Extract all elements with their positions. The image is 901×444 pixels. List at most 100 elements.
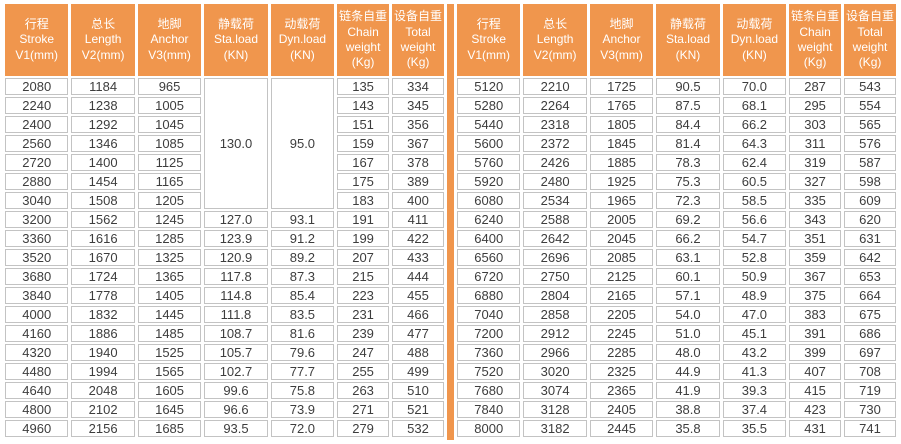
table-cell: 175 xyxy=(337,173,390,190)
table-cell: 93.5 xyxy=(204,420,268,437)
table-cell: 2720 xyxy=(5,154,69,171)
column-header: 地脚 Anchor V3(mm) xyxy=(589,4,654,76)
table-row: 2400 1292 1045 151 356 xyxy=(5,116,444,133)
table-cell: 1886 xyxy=(71,325,135,342)
table-cell: 1805 xyxy=(589,116,654,133)
table-cell: 114.8 xyxy=(204,287,268,304)
table-cell: 433 xyxy=(392,249,444,266)
table-cell: 120.9 xyxy=(204,249,268,266)
table-row: 5280 2264 1765 87.5 68.1 295 554 xyxy=(457,97,896,114)
table-cell: 2445 xyxy=(589,420,654,437)
table-cell: 587 xyxy=(844,154,896,171)
header-label-zh: 地脚 xyxy=(157,16,182,31)
header-label-zh: 设备自重 xyxy=(846,9,895,24)
table-cell: 1285 xyxy=(137,230,202,247)
table-cell: 108.7 xyxy=(204,325,268,342)
table-cell: 2085 xyxy=(589,249,654,266)
table-cell: 327 xyxy=(789,173,842,190)
table-cell: 93.1 xyxy=(270,211,335,228)
table-cell: 1400 xyxy=(71,154,135,171)
table-row: 6240 2588 2005 69.2 56.6 343 620 xyxy=(457,211,896,228)
table-row: 4480 1994 1565 102.7 77.7 255 499 xyxy=(5,363,444,380)
header-unit: (KN) xyxy=(742,47,767,62)
table-row: 6080 2534 1965 72.3 58.5 335 609 xyxy=(457,192,896,209)
table-cell: 2534 xyxy=(523,192,587,209)
table-cell: 1184 xyxy=(71,78,135,95)
table-row: 2560 1346 1085 159 367 xyxy=(5,135,444,152)
table-row: 6400 2642 2045 66.2 54.7 351 631 xyxy=(457,230,896,247)
table-row: 3200 1562 1245 127.0 93.1 191 411 xyxy=(5,211,444,228)
table-cell: 455 xyxy=(392,287,444,304)
table-cell: 1940 xyxy=(71,344,135,361)
table-cell: 719 xyxy=(844,382,896,399)
table-cell: 642 xyxy=(844,249,896,266)
table-cell: 6880 xyxy=(457,287,521,304)
table-row: 5600 2372 1845 81.4 64.3 311 576 xyxy=(457,135,896,152)
header-label-zh: 链条自重 xyxy=(791,9,840,24)
column-header: 动载荷 Dyn.load (KN) xyxy=(722,4,787,76)
header-label-en: Total weight xyxy=(852,24,888,54)
table-row: 2080 1184 965 130.0 95.0 135 334 xyxy=(5,78,444,209)
header-unit: V2(mm) xyxy=(81,47,125,62)
table-cell: 2642 xyxy=(523,230,587,247)
table-cell: 151 xyxy=(337,116,390,133)
table-cell: 3520 xyxy=(5,249,69,266)
table-cell: 87.3 xyxy=(270,268,335,285)
header-unit: (Kg) xyxy=(858,55,882,70)
table-cell: 2285 xyxy=(589,344,654,361)
table-cell: 488 xyxy=(392,344,444,361)
table-cell: 2080 xyxy=(5,78,69,95)
table-cell: 598 xyxy=(844,173,896,190)
table-cell: 47.0 xyxy=(722,306,787,323)
column-header: 行程 Stroke V1(mm) xyxy=(5,4,69,76)
table-cell: 2560 xyxy=(5,135,69,152)
column-header: 静载荷 Sta.load (KN) xyxy=(656,4,720,76)
table-cell: 1205 xyxy=(137,192,202,209)
table-cell: 1778 xyxy=(71,287,135,304)
table-row: 7520 3020 2325 44.9 41.3 407 708 xyxy=(457,363,896,380)
table-cell: 6720 xyxy=(457,268,521,285)
table-cell: 1925 xyxy=(589,173,654,190)
table-cell: 287 xyxy=(789,78,842,95)
table-cell: 399 xyxy=(789,344,842,361)
table-cell: 5440 xyxy=(457,116,521,133)
table-cell: 2804 xyxy=(523,287,587,304)
header-label-en: Length xyxy=(84,32,122,47)
header-label-en: Total weight xyxy=(400,24,436,54)
table-cell: 1045 xyxy=(137,116,202,133)
table-cell: 2696 xyxy=(523,249,587,266)
table-cell: 3182 xyxy=(523,420,587,437)
table-cell: 89.2 xyxy=(270,249,335,266)
header-unit: (Kg) xyxy=(351,55,375,70)
table-cell: 359 xyxy=(789,249,842,266)
header-unit: V3(mm) xyxy=(600,47,643,62)
table-row: 4320 1940 1525 105.7 79.6 247 488 xyxy=(5,344,444,361)
table-divider xyxy=(447,4,454,440)
table-body-right: 5120 2210 1725 90.5 70.0 287 543 5280 2264 1765 87… xyxy=(457,78,896,437)
table-cell: 123.9 xyxy=(204,230,268,247)
table-cell: 4800 xyxy=(5,401,69,418)
table-cell: 66.2 xyxy=(656,230,720,247)
table-cell: 1605 xyxy=(137,382,202,399)
table-cell: 183 xyxy=(337,192,390,209)
table-cell: 1725 xyxy=(589,78,654,95)
column-header: 设备自重 Total weight (Kg) xyxy=(844,4,896,76)
table-cell: 708 xyxy=(844,363,896,380)
table-cell: 35.5 xyxy=(722,420,787,437)
table-cell: 334 xyxy=(392,78,444,95)
table-cell: 87.5 xyxy=(656,97,720,114)
table-cell: 72.3 xyxy=(656,192,720,209)
table-cell: 675 xyxy=(844,306,896,323)
table-cell: 102.7 xyxy=(204,363,268,380)
table-cell: 2205 xyxy=(589,306,654,323)
table-cell: 60.1 xyxy=(656,268,720,285)
table-cell: 68.1 xyxy=(722,97,787,114)
table-cell: 1765 xyxy=(589,97,654,114)
table-cell: 367 xyxy=(789,268,842,285)
table-cell: 111.8 xyxy=(204,306,268,323)
table-cell: 48.0 xyxy=(656,344,720,361)
table-cell: 2156 xyxy=(71,420,135,437)
table-cell: 303 xyxy=(789,116,842,133)
column-header: 链条自重 Chain weight (Kg) xyxy=(789,4,842,76)
table-cell: 686 xyxy=(844,325,896,342)
